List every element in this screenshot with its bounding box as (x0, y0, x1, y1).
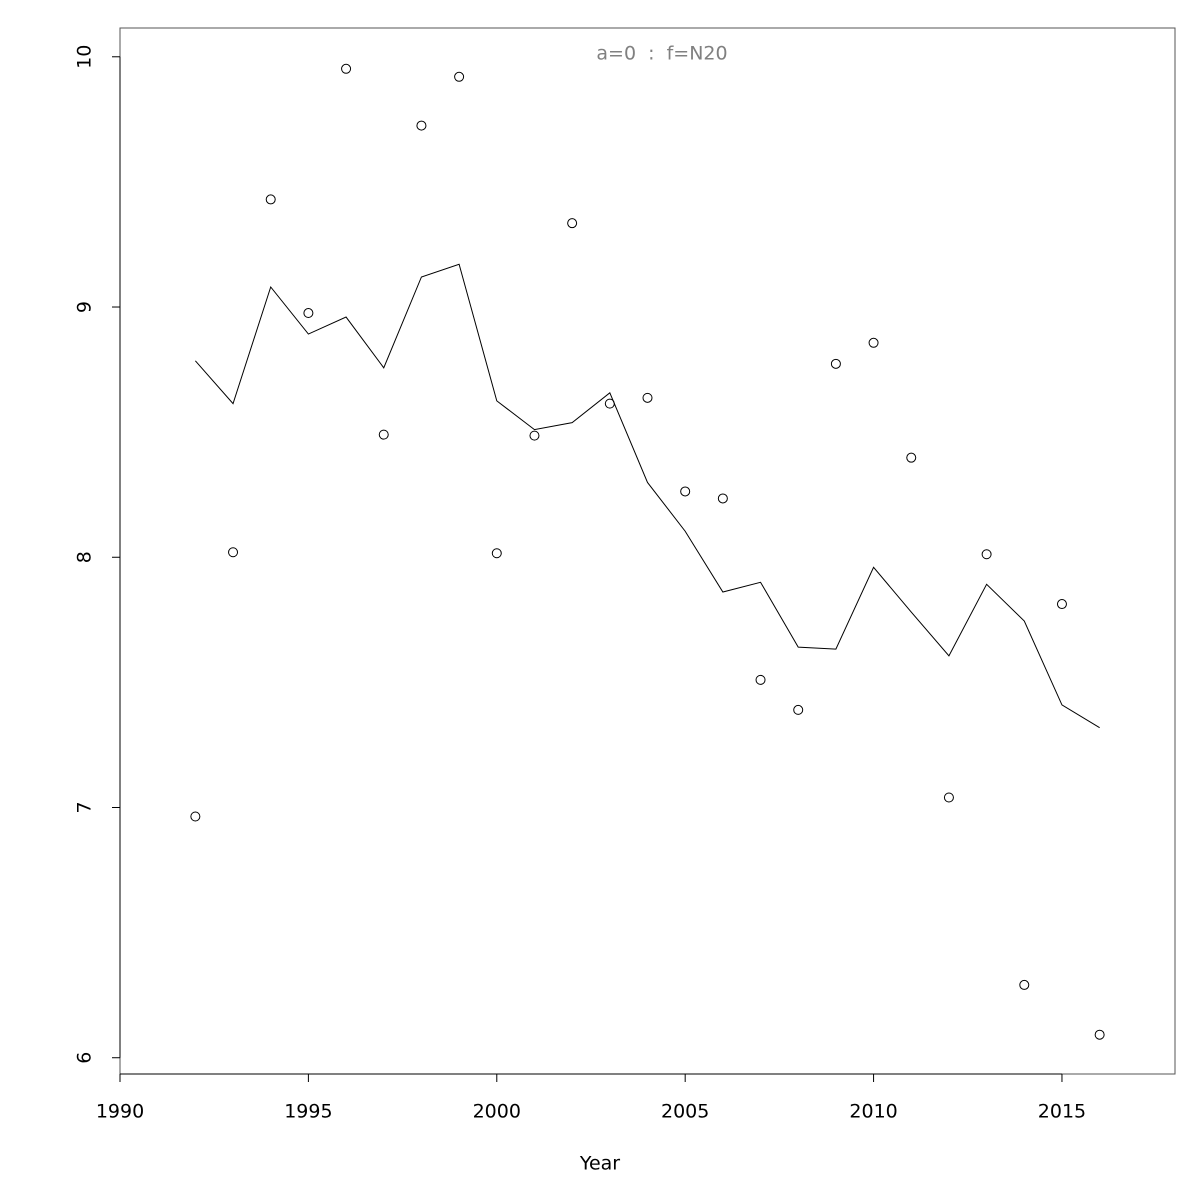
point (529, 430, 540, 441)
point (717, 493, 728, 504)
point (1019, 979, 1030, 990)
y-tick-label: 10 (74, 45, 96, 69)
point (378, 429, 389, 440)
plot-frame (119, 27, 1176, 1075)
point (755, 674, 766, 685)
point (981, 549, 992, 560)
point (793, 704, 804, 715)
line (194, 263, 1100, 729)
y-tick-label: 7 (74, 801, 96, 813)
point (642, 392, 653, 403)
point (680, 486, 691, 497)
x-axis-label: Year (579, 1153, 620, 1175)
point (943, 792, 954, 803)
point (454, 71, 465, 82)
point (228, 547, 239, 558)
chart-title: a=0 : f=N20 (596, 43, 727, 65)
x-tick-label: 1995 (284, 1101, 332, 1123)
point (491, 548, 502, 559)
point (868, 337, 879, 348)
point (567, 218, 578, 229)
point (1056, 599, 1067, 610)
point (1094, 1029, 1105, 1040)
x-tick-label: 2010 (849, 1101, 897, 1123)
point (416, 120, 427, 131)
y-tick-label: 8 (74, 551, 96, 563)
point (265, 194, 276, 205)
y-tick-label: 9 (74, 301, 96, 313)
point (830, 358, 841, 369)
point (341, 63, 352, 74)
x-tick-label: 1990 (96, 1101, 144, 1123)
point (906, 452, 917, 463)
point (190, 811, 201, 822)
point (303, 308, 314, 319)
x-tick-label: 2000 (473, 1101, 521, 1123)
y-tick-label: 6 (74, 1052, 96, 1064)
x-tick-label: 2015 (1038, 1101, 1086, 1123)
x-tick-label: 2005 (661, 1101, 709, 1123)
